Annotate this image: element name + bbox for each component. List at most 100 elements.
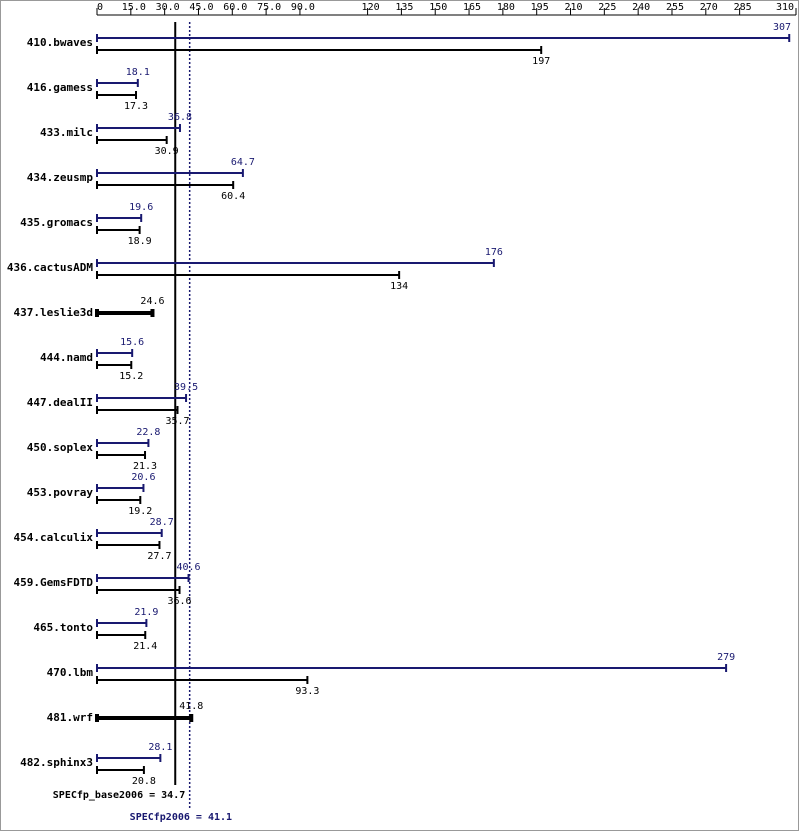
x-tick-label: 310 — [776, 2, 794, 13]
bar — [96, 271, 401, 279]
value-label: 40.6 — [176, 562, 200, 573]
bar — [96, 259, 495, 267]
value-label: 35.7 — [165, 416, 189, 427]
bar — [96, 226, 141, 234]
bar — [96, 91, 138, 99]
category-label: 435.gromacs — [20, 216, 93, 229]
bar — [96, 124, 181, 132]
bar — [96, 754, 162, 762]
x-tick-label: 240 — [632, 2, 650, 13]
value-label: 28.1 — [148, 742, 172, 753]
value-label: 36.6 — [167, 596, 191, 607]
bar — [95, 309, 155, 317]
category-label: 482.sphinx3 — [20, 756, 93, 769]
bar — [96, 136, 168, 144]
value-label: 197 — [532, 56, 550, 67]
x-tick-label: 285 — [734, 2, 752, 13]
value-label: 30.9 — [155, 146, 179, 157]
bar — [96, 586, 181, 594]
value-label: 39.5 — [174, 382, 198, 393]
bar — [96, 451, 147, 459]
x-tick-label: 210 — [564, 2, 582, 13]
value-label: 307 — [773, 22, 791, 33]
category-label: 453.povray — [27, 486, 94, 499]
category-label: 416.gamess — [27, 81, 93, 94]
bar — [96, 766, 145, 774]
value-label: 60.4 — [221, 191, 245, 202]
category-label: 447.dealII — [27, 396, 93, 409]
x-tick-label: 0 — [97, 2, 103, 13]
value-label: 19.2 — [128, 506, 152, 517]
x-tick-label: 255 — [666, 2, 684, 13]
value-label: 134 — [390, 281, 408, 292]
value-label: 93.3 — [295, 686, 319, 697]
bar — [96, 394, 188, 402]
bar — [96, 439, 150, 447]
reference-label: SPECfp_base2006 = 34.7 — [53, 790, 185, 801]
category-label: 410.bwaves — [27, 36, 93, 49]
x-tick-label: 15.0 — [122, 2, 146, 13]
value-label: 17.3 — [124, 101, 148, 112]
reference-label: SPECfp2006 = 41.1 — [130, 812, 232, 823]
value-label: 36.8 — [168, 112, 192, 123]
category-label: 436.cactusADM — [7, 261, 93, 274]
bar — [96, 529, 163, 537]
value-label: 15.2 — [119, 371, 143, 382]
x-tick-label: 225 — [598, 2, 616, 13]
value-label: 18.9 — [128, 236, 152, 247]
x-tick-label: 150 — [429, 2, 447, 13]
x-tick-label: 90.0 — [291, 2, 315, 13]
bar — [96, 406, 179, 414]
bar — [96, 46, 543, 54]
value-label: 15.6 — [120, 337, 144, 348]
category-label: 444.namd — [40, 351, 93, 364]
category-label: 470.lbm — [47, 666, 94, 679]
x-tick-label: 165 — [463, 2, 481, 13]
value-label: 21.3 — [133, 461, 157, 472]
value-label: 176 — [485, 247, 503, 258]
x-tick-label: 60.0 — [223, 2, 247, 13]
category-label: 450.soplex — [27, 441, 94, 454]
category-label: 459.GemsFDTD — [14, 576, 94, 589]
category-label: 481.wrf — [47, 711, 93, 724]
category-label: 454.calculix — [14, 531, 94, 544]
value-label: 19.6 — [129, 202, 153, 213]
value-label: 22.8 — [136, 427, 160, 438]
bar — [96, 361, 133, 369]
bar — [96, 181, 235, 189]
bar — [96, 349, 134, 357]
bar — [96, 676, 309, 684]
x-tick-label: 195 — [531, 2, 549, 13]
value-label: 20.8 — [132, 776, 156, 787]
category-label: 465.tonto — [33, 621, 93, 634]
category-label: 437.leslie3d — [14, 306, 93, 319]
value-label: 21.9 — [134, 607, 158, 618]
x-tick-label: 120 — [362, 2, 380, 13]
bar — [96, 169, 244, 177]
category-label: 433.milc — [40, 126, 93, 139]
value-label: 64.7 — [231, 157, 255, 168]
bar — [96, 664, 728, 672]
value-label: 41.8 — [179, 701, 203, 712]
value-label: 20.6 — [131, 472, 155, 483]
value-label: 279 — [717, 652, 735, 663]
bar — [96, 79, 139, 87]
x-tick-label: 45.0 — [189, 2, 213, 13]
value-label: 21.4 — [133, 641, 157, 652]
bar — [96, 484, 145, 492]
x-tick-label: 75.0 — [257, 2, 281, 13]
value-label: 27.7 — [147, 551, 171, 562]
value-label: 24.6 — [140, 296, 164, 307]
category-label: 434.zeusmp — [27, 171, 94, 184]
bar — [96, 496, 142, 504]
x-tick-label: 135 — [395, 2, 413, 13]
x-tick-label: 180 — [497, 2, 515, 13]
bar — [95, 714, 194, 722]
bar — [96, 214, 143, 222]
bar — [96, 619, 148, 627]
x-tick-label: 270 — [700, 2, 718, 13]
bar — [96, 631, 147, 639]
